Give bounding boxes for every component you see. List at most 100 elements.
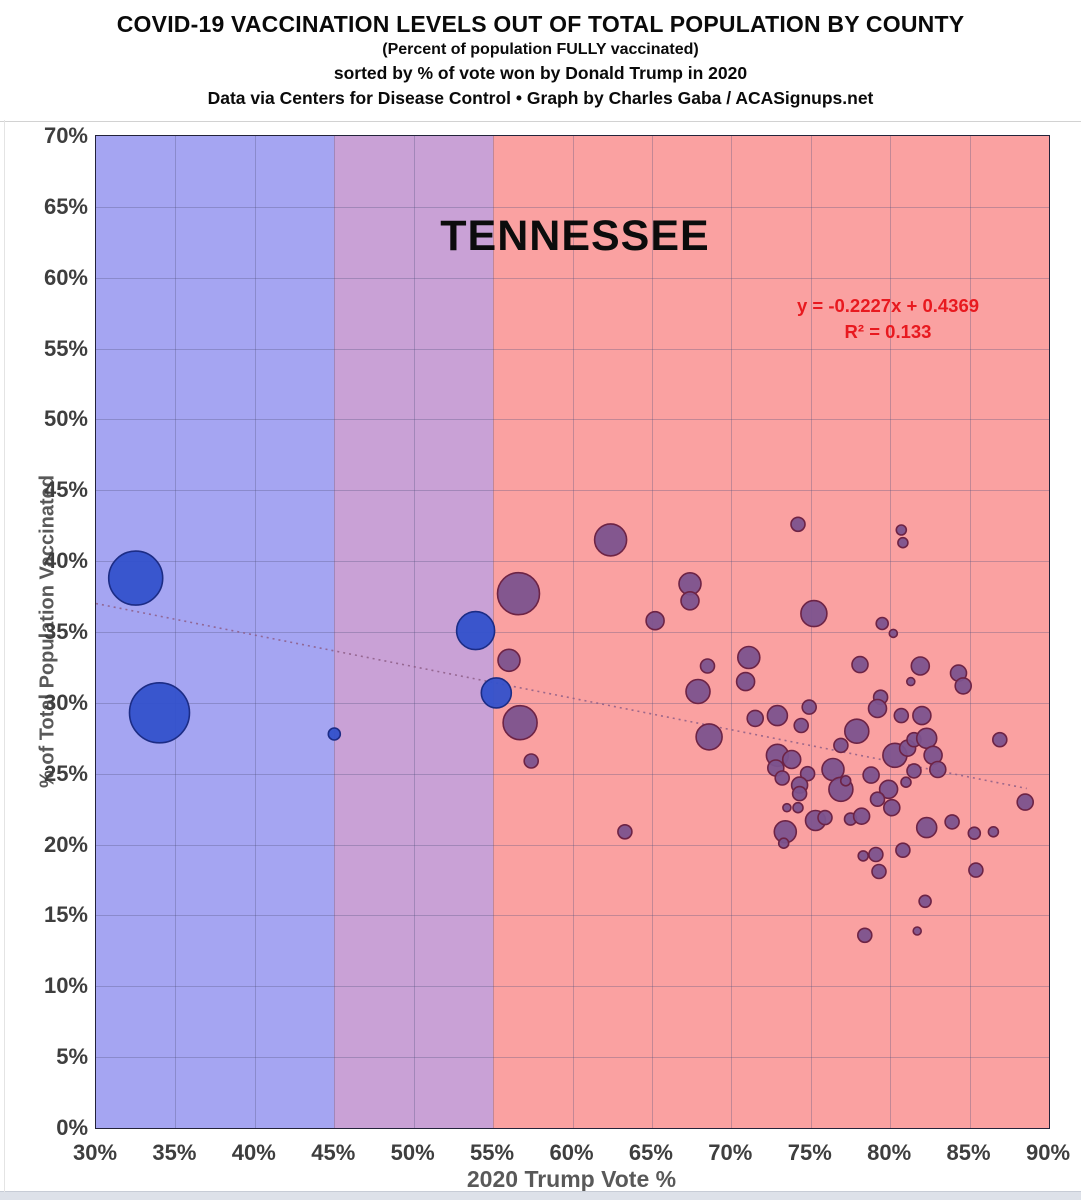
county-bubble (496, 571, 541, 616)
x-tick-label: 75% (787, 1140, 832, 1165)
county-bubble (857, 850, 870, 862)
x-tick-label: 80% (867, 1140, 912, 1165)
gridline-horizontal (96, 702, 1049, 704)
county-bubble (497, 648, 521, 673)
gridline-vertical (731, 136, 733, 1128)
x-tick-label: 60% (549, 1140, 594, 1165)
gridline-horizontal (96, 844, 1049, 846)
r-squared-value: R² = 0.133 (844, 321, 932, 342)
county-bubble (833, 737, 849, 754)
y-tick-label: 10% (43, 973, 88, 999)
y-tick-label: 70% (43, 123, 88, 148)
gridline-horizontal (96, 632, 1049, 633)
chart-header: COVID-19 VACCINATION LEVELS OUT OF TOTAL… (0, 0, 1081, 109)
subtitle-sort-order: sorted by % of vote won by Donald Trump … (333, 63, 748, 83)
x-tick-label: 50% (390, 1140, 435, 1165)
county-bubble (790, 516, 806, 533)
county-bubble (868, 846, 884, 863)
state-label: TENNESSEE (440, 212, 710, 260)
county-bubble (817, 809, 833, 826)
gridline-horizontal (96, 915, 1049, 917)
y-tick-label: 35% (43, 619, 88, 644)
county-bubble (912, 926, 923, 936)
county-bubble (801, 699, 818, 715)
x-tick-label: 70% (708, 1140, 753, 1165)
y-tick-label: 55% (43, 335, 88, 361)
y-tick-label: 60% (43, 264, 88, 290)
county-bubble (645, 610, 665, 631)
county-bubble (910, 656, 931, 676)
gridline-vertical (254, 136, 256, 1128)
y-tick-label: 30% (43, 689, 88, 715)
county-bubble (128, 681, 191, 744)
county-bubble (897, 536, 909, 549)
x-tick-label: 65% (628, 1140, 673, 1165)
county-bubble (882, 798, 901, 817)
county-bubble (906, 763, 922, 779)
county-bubble (893, 707, 910, 724)
window-bottom-strip (0, 1191, 1081, 1200)
county-bubble (967, 826, 982, 841)
trendline-equation-box: y = -0.2227x + 0.4369 R² = 0.133 (763, 293, 1013, 345)
county-bubble (800, 599, 828, 628)
x-axis-title: 2020 Trump Vote % (466, 1166, 677, 1192)
county-bubble (777, 837, 790, 850)
gridline-horizontal (96, 490, 1049, 492)
gridline-horizontal (96, 773, 1049, 775)
county-bubble (869, 791, 886, 808)
county-bubble (878, 779, 899, 800)
window-left-edge (4, 120, 5, 1192)
county-bubble (680, 590, 700, 611)
county-bubble (875, 616, 890, 631)
county-bubble (746, 709, 765, 728)
x-tick-label: 90% (1025, 1140, 1071, 1165)
county-bubble (793, 717, 810, 734)
county-bubble (480, 677, 513, 709)
county-bubble (792, 801, 804, 814)
county-bubble (839, 774, 852, 787)
x-tick-label: 40% (231, 1140, 276, 1165)
gridline-vertical (572, 136, 574, 1128)
county-bubble (900, 776, 912, 789)
county-bubble (502, 704, 538, 741)
county-bubble (695, 723, 723, 751)
gridline-horizontal (96, 1057, 1049, 1059)
county-bubble (987, 825, 1000, 838)
county-bubble (944, 814, 960, 830)
x-tick-label: 45% (311, 1140, 356, 1165)
county-bubble (782, 802, 792, 813)
county-bubble (918, 894, 932, 909)
gridline-horizontal (96, 206, 1049, 208)
county-bubble (905, 676, 916, 687)
county-bubble (774, 770, 791, 786)
county-bubble (888, 628, 899, 639)
y-tick-label: 65% (43, 193, 88, 219)
county-bubble (766, 704, 789, 727)
gridline-vertical (810, 136, 812, 1128)
x-tick-label: 85% (946, 1140, 991, 1165)
plot-area (95, 135, 1050, 1129)
county-bubble (871, 863, 887, 880)
county-bubble (617, 823, 633, 840)
county-bubble (895, 842, 911, 859)
y-tick-label: 50% (43, 406, 88, 432)
county-bubble (736, 645, 761, 670)
county-bubble (685, 678, 711, 705)
subtitle-source-credit: Data via Centers for Disease Control • G… (207, 88, 874, 108)
county-bubble (1016, 793, 1035, 811)
header-divider (0, 121, 1081, 122)
county-bubble (455, 610, 496, 651)
gridline-vertical (334, 136, 336, 1128)
trend-line (96, 602, 1027, 790)
county-bubble (862, 766, 880, 784)
x-tick-label: 35% (152, 1140, 197, 1165)
gridline-vertical (413, 136, 415, 1128)
county-bubble (327, 727, 342, 741)
county-bubble (799, 765, 816, 782)
county-bubble (851, 655, 869, 674)
y-tick-label: 0% (56, 1115, 88, 1140)
gridline-horizontal (96, 561, 1049, 563)
gridline-horizontal (96, 986, 1049, 988)
county-bubble (593, 523, 628, 557)
